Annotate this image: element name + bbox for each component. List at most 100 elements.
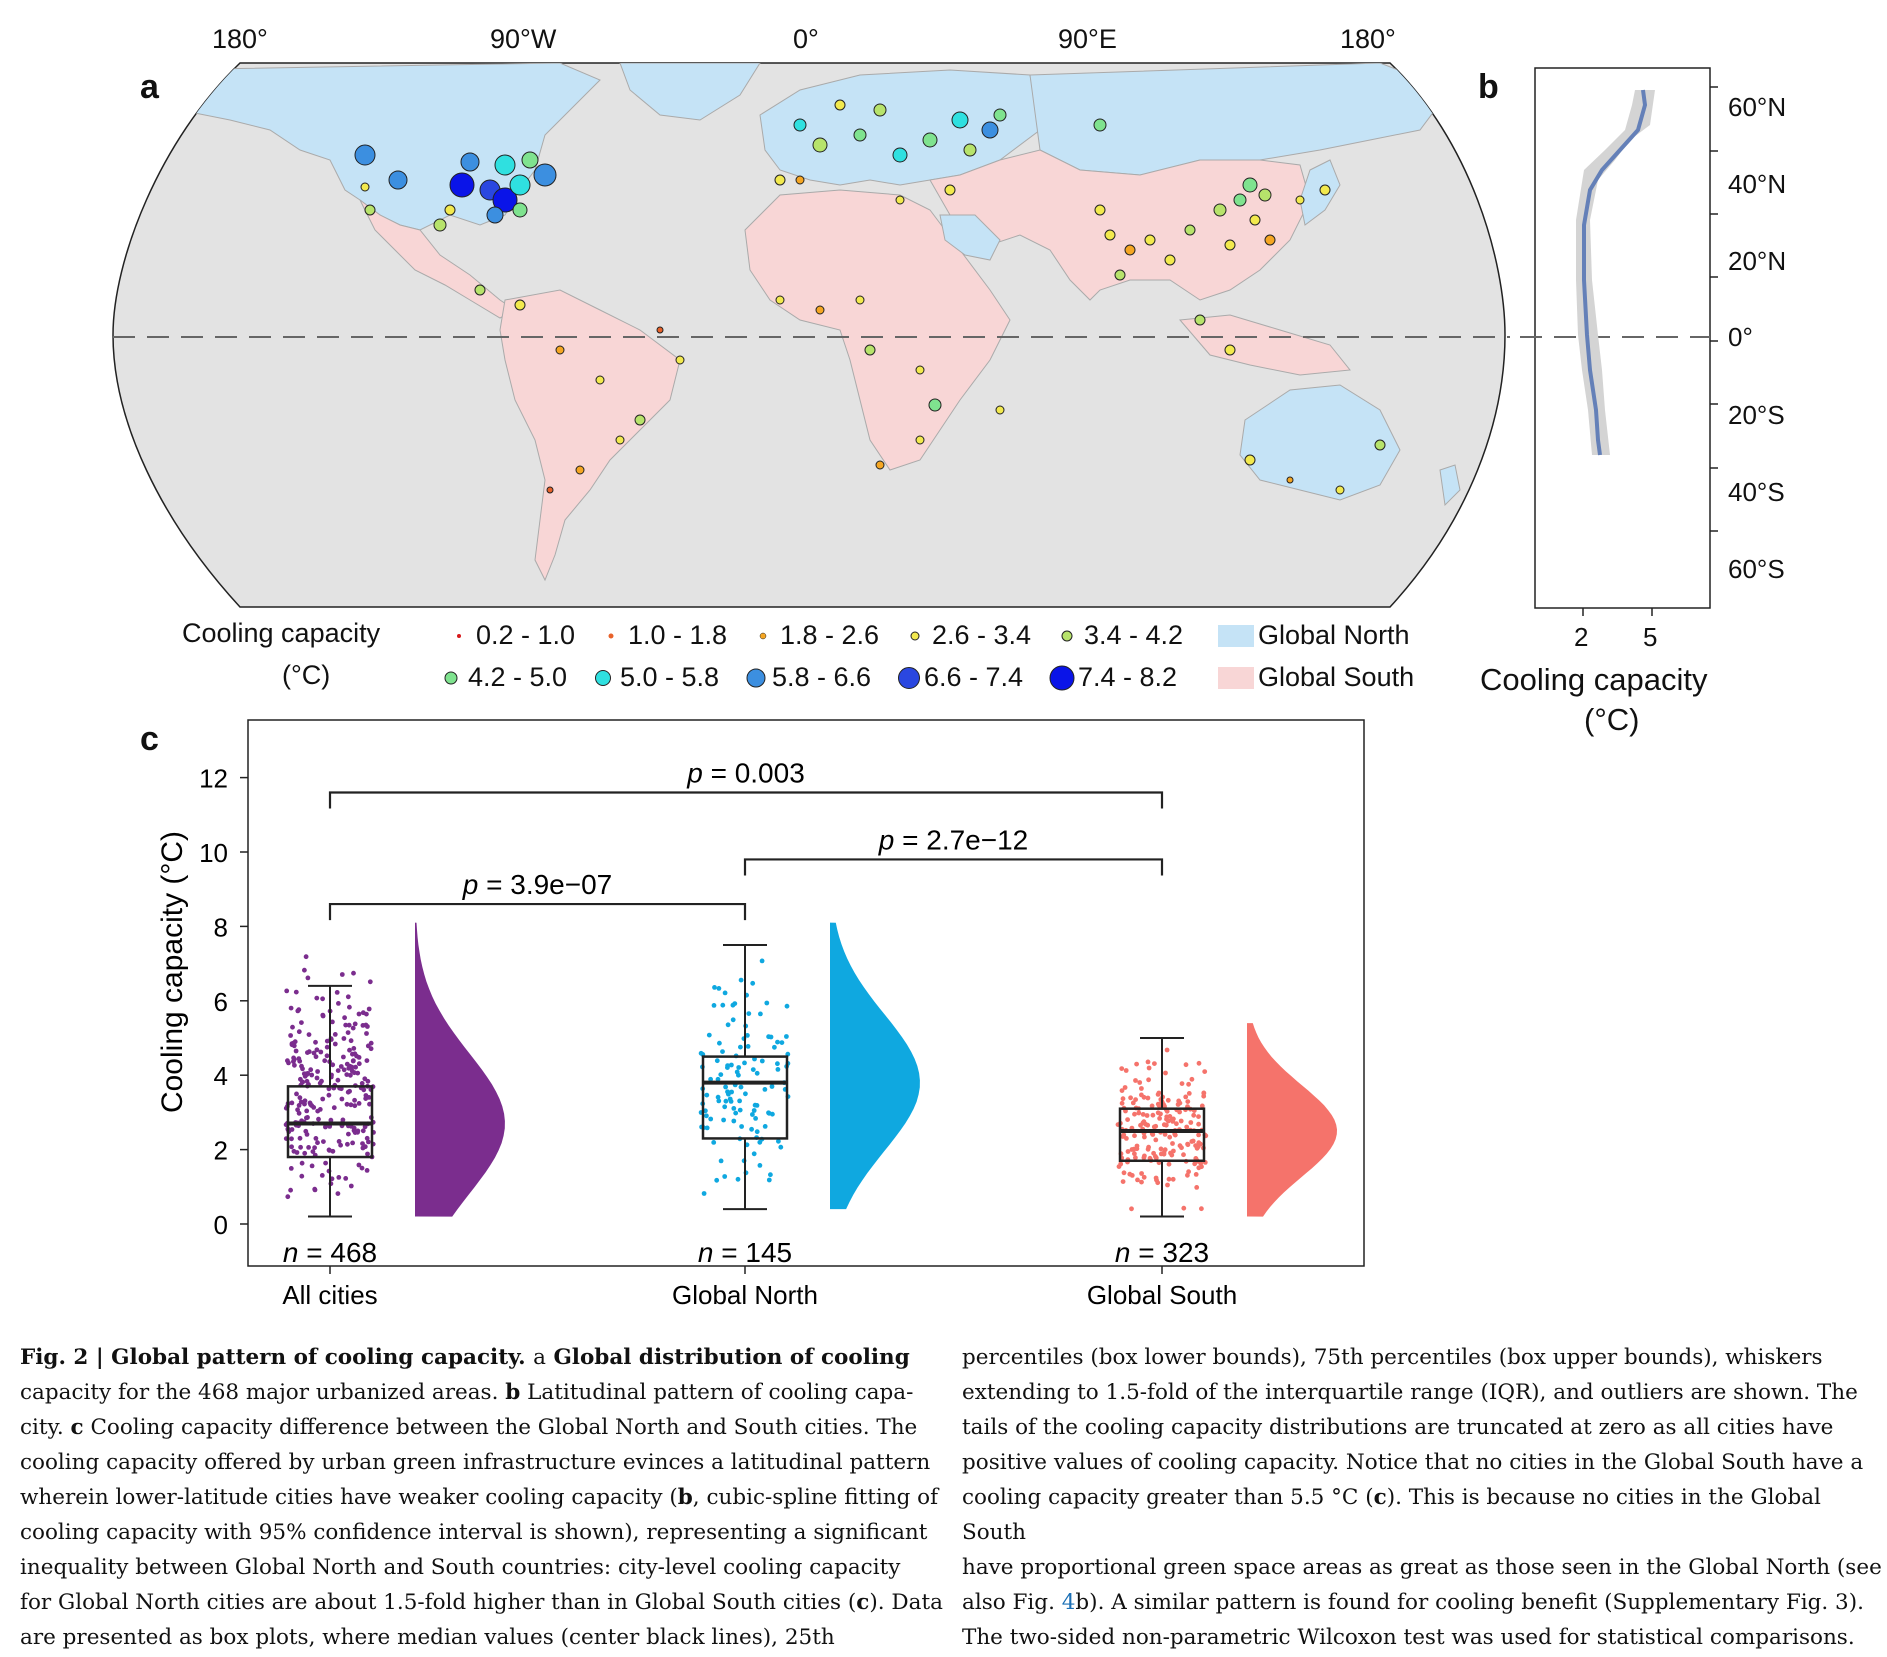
data-point — [714, 1058, 720, 1064]
caption-line: tails of the cooling capacity distributi… — [962, 1410, 1887, 1445]
caption-line: have proportional green space areas as g… — [962, 1550, 1887, 1585]
data-point — [775, 1039, 780, 1045]
legend-bin-4: 2.6 - 3.4 — [904, 620, 1031, 651]
data-point — [366, 1006, 372, 1012]
data-point — [1178, 1118, 1184, 1124]
data-point — [348, 1102, 354, 1108]
data-point — [1123, 1068, 1129, 1073]
data-point — [754, 1070, 760, 1076]
data-point — [784, 1034, 789, 1039]
data-point — [1194, 1185, 1200, 1190]
comparison-bracket-1: p = 2.7e−12 — [743, 824, 1164, 876]
caption-text: cooling capacity with 95% confidence int… — [20, 1520, 928, 1545]
data-point — [356, 1011, 362, 1017]
data-point — [1119, 1088, 1125, 1093]
lon-label-90e: 90°E — [1058, 24, 1117, 54]
data-point — [738, 1084, 744, 1090]
data-point — [308, 1102, 313, 1107]
data-point — [1196, 1140, 1202, 1146]
data-point — [759, 1058, 765, 1064]
data-point — [302, 1073, 308, 1079]
legend-title-unit: (°C) — [282, 660, 331, 690]
data-point — [1170, 1176, 1176, 1182]
data-point — [364, 1135, 370, 1141]
data-point — [723, 1084, 728, 1090]
city-points — [354, 99, 1386, 495]
data-point — [745, 1044, 751, 1049]
data-point — [313, 1039, 318, 1045]
caption-text: extending to 1.5-fold of the interquarti… — [962, 1380, 1858, 1405]
caption-column-1: Fig. 2 | Global pattern of cooling capac… — [20, 1340, 943, 1655]
data-point — [1134, 1143, 1140, 1149]
caption-text: percentiles (box lower bounds), 75th per… — [962, 1345, 1823, 1370]
data-point — [309, 1163, 315, 1169]
data-point — [348, 1038, 354, 1044]
data-point — [1183, 1094, 1189, 1100]
data-point — [1185, 1142, 1191, 1148]
data-point — [725, 1063, 730, 1068]
data-point — [704, 1125, 710, 1131]
y-tick-label: 0 — [214, 1210, 228, 1240]
data-point — [718, 1072, 724, 1077]
y-tick-label: 10 — [199, 838, 228, 868]
data-point — [1186, 1169, 1191, 1175]
data-point — [1140, 1112, 1146, 1117]
data-point — [1137, 1080, 1143, 1085]
data-point — [304, 1132, 310, 1137]
data-point — [1132, 1111, 1137, 1117]
data-point — [1169, 1152, 1175, 1158]
data-point — [288, 1166, 294, 1171]
data-point — [1139, 1092, 1144, 1098]
profile-xlabel: Cooling capacity — [1480, 662, 1708, 697]
data-point — [352, 1103, 358, 1109]
legend-region-north: Global North — [1218, 620, 1410, 651]
data-point — [304, 1115, 309, 1121]
data-point — [323, 1124, 328, 1130]
data-point — [324, 1038, 330, 1044]
data-point — [769, 1084, 775, 1089]
data-point — [1142, 1153, 1147, 1159]
data-point — [363, 1022, 369, 1028]
data-point — [1165, 1182, 1170, 1188]
data-point — [716, 1098, 722, 1104]
legend-bin-2-label: 1.0 - 1.8 — [628, 620, 728, 650]
data-point — [344, 1101, 350, 1107]
data-point — [360, 1145, 366, 1151]
y-tick-label: 2 — [214, 1136, 228, 1166]
data-point — [751, 1108, 757, 1113]
data-point — [1149, 1103, 1155, 1109]
data-point — [1120, 1096, 1126, 1102]
data-point — [351, 1058, 356, 1064]
data-point — [351, 1125, 357, 1131]
data-point — [289, 1100, 295, 1106]
data-point — [1134, 1061, 1139, 1067]
data-point — [324, 1053, 330, 1059]
legend-bin-4-label: 2.6 - 3.4 — [932, 620, 1032, 650]
data-point — [314, 1047, 320, 1053]
data-point — [730, 1017, 736, 1023]
density-half-violin — [415, 922, 505, 1217]
figure-link[interactable]: 4 — [1061, 1590, 1076, 1615]
data-point — [1139, 1179, 1144, 1185]
data-point — [350, 1140, 355, 1146]
data-point — [708, 1116, 714, 1122]
data-point — [745, 1033, 750, 1038]
data-point — [730, 1002, 736, 1008]
data-point — [1125, 1149, 1131, 1154]
legend-region-north-label: Global North — [1258, 620, 1410, 650]
profile-xtick-5: 5 — [1643, 622, 1658, 652]
data-point — [1125, 1117, 1130, 1122]
data-point — [1177, 1100, 1183, 1106]
data-point — [359, 1165, 365, 1171]
data-point — [297, 1058, 303, 1064]
data-point — [1196, 1114, 1201, 1119]
data-point — [1133, 1078, 1138, 1083]
data-point — [336, 1001, 341, 1006]
data-point — [347, 1088, 352, 1094]
data-point — [1146, 1065, 1152, 1071]
data-point — [293, 1048, 299, 1054]
data-point — [367, 979, 373, 985]
data-point — [1136, 1110, 1142, 1116]
data-point — [1142, 1134, 1147, 1140]
caption-bold-text: c — [856, 1590, 870, 1615]
